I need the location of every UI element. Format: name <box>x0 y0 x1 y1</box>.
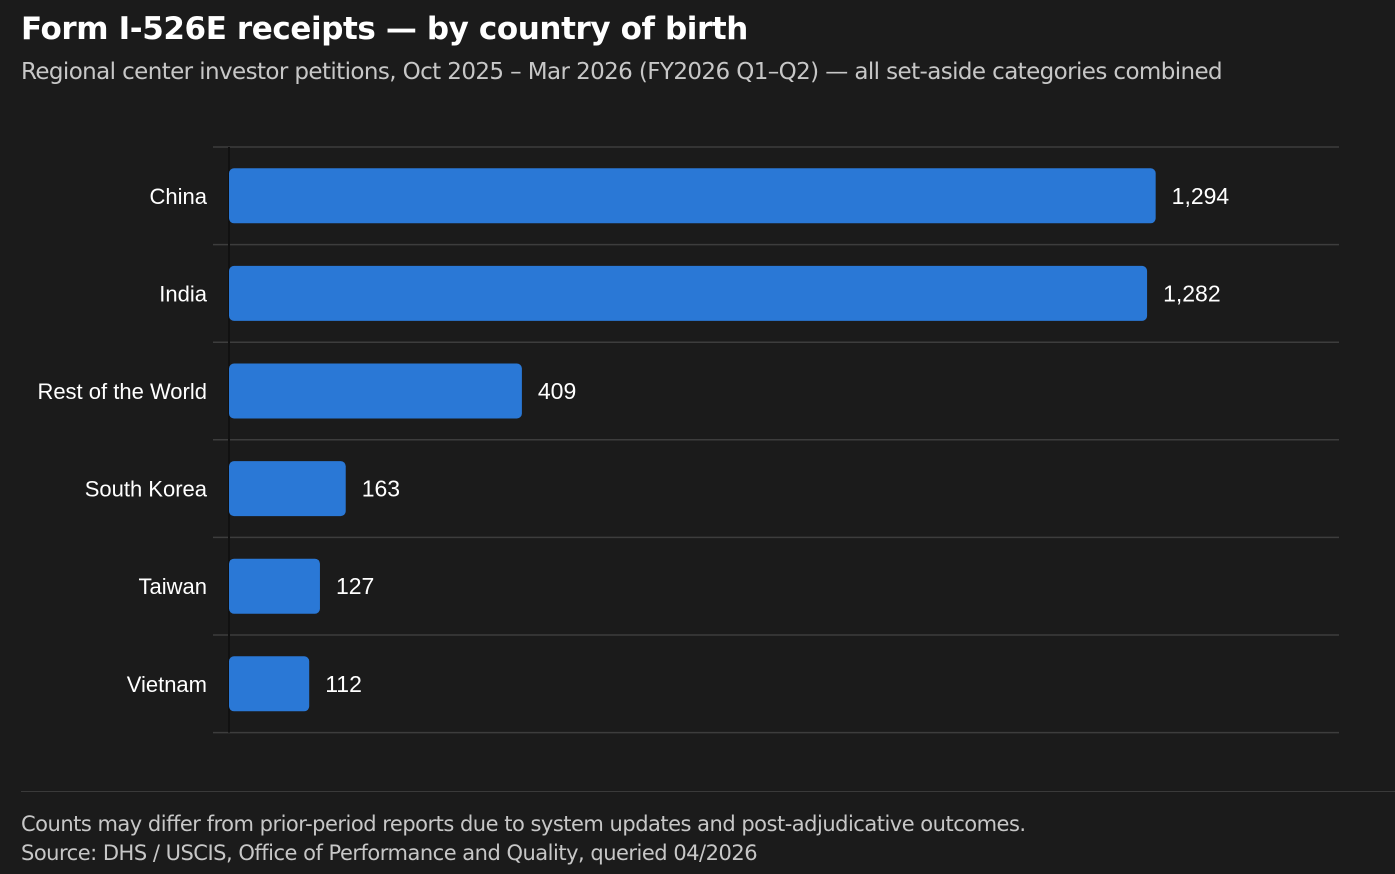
category-label: Vietnam <box>127 672 207 697</box>
data-label: 409 <box>538 378 576 404</box>
data-label: 112 <box>325 671 362 697</box>
footer-divider <box>21 791 1395 792</box>
data-label: 127 <box>336 573 374 599</box>
data-label: 163 <box>362 476 400 502</box>
chart-subtitle: Regional center investor petitions, Oct … <box>21 59 1223 85</box>
bar-chart: China 1,294 India 1,282 Rest of the World 409… <box>37 146 1339 734</box>
bar <box>229 168 1156 224</box>
category-label: India <box>159 281 207 306</box>
bar <box>229 656 310 712</box>
source-note: Source: DHS / USCIS, Office of Performan… <box>21 841 758 865</box>
category-label: Rest of the World <box>37 379 207 404</box>
footnote: Counts may differ from prior-period repo… <box>21 812 1026 836</box>
bar <box>229 363 522 419</box>
category-label: China <box>150 184 208 209</box>
data-label: 1,282 <box>1163 280 1221 306</box>
data-label: 1,294 <box>1172 183 1230 209</box>
bar <box>229 265 1148 321</box>
category-label: South Korea <box>85 477 208 502</box>
bar <box>229 461 346 517</box>
category-label: Taiwan <box>139 574 207 599</box>
chart-title: Form I-526E receipts — by country of bir… <box>21 11 748 47</box>
bar <box>229 558 320 614</box>
